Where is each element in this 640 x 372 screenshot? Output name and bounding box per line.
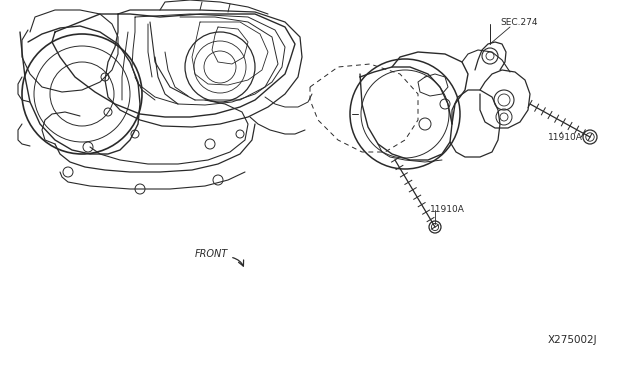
Text: SEC.274: SEC.274 [500,17,538,26]
Text: 11910A: 11910A [430,205,465,214]
Text: 11910A: 11910A [548,132,583,141]
Text: X275002J: X275002J [548,335,598,345]
Text: FRONT: FRONT [195,249,228,259]
